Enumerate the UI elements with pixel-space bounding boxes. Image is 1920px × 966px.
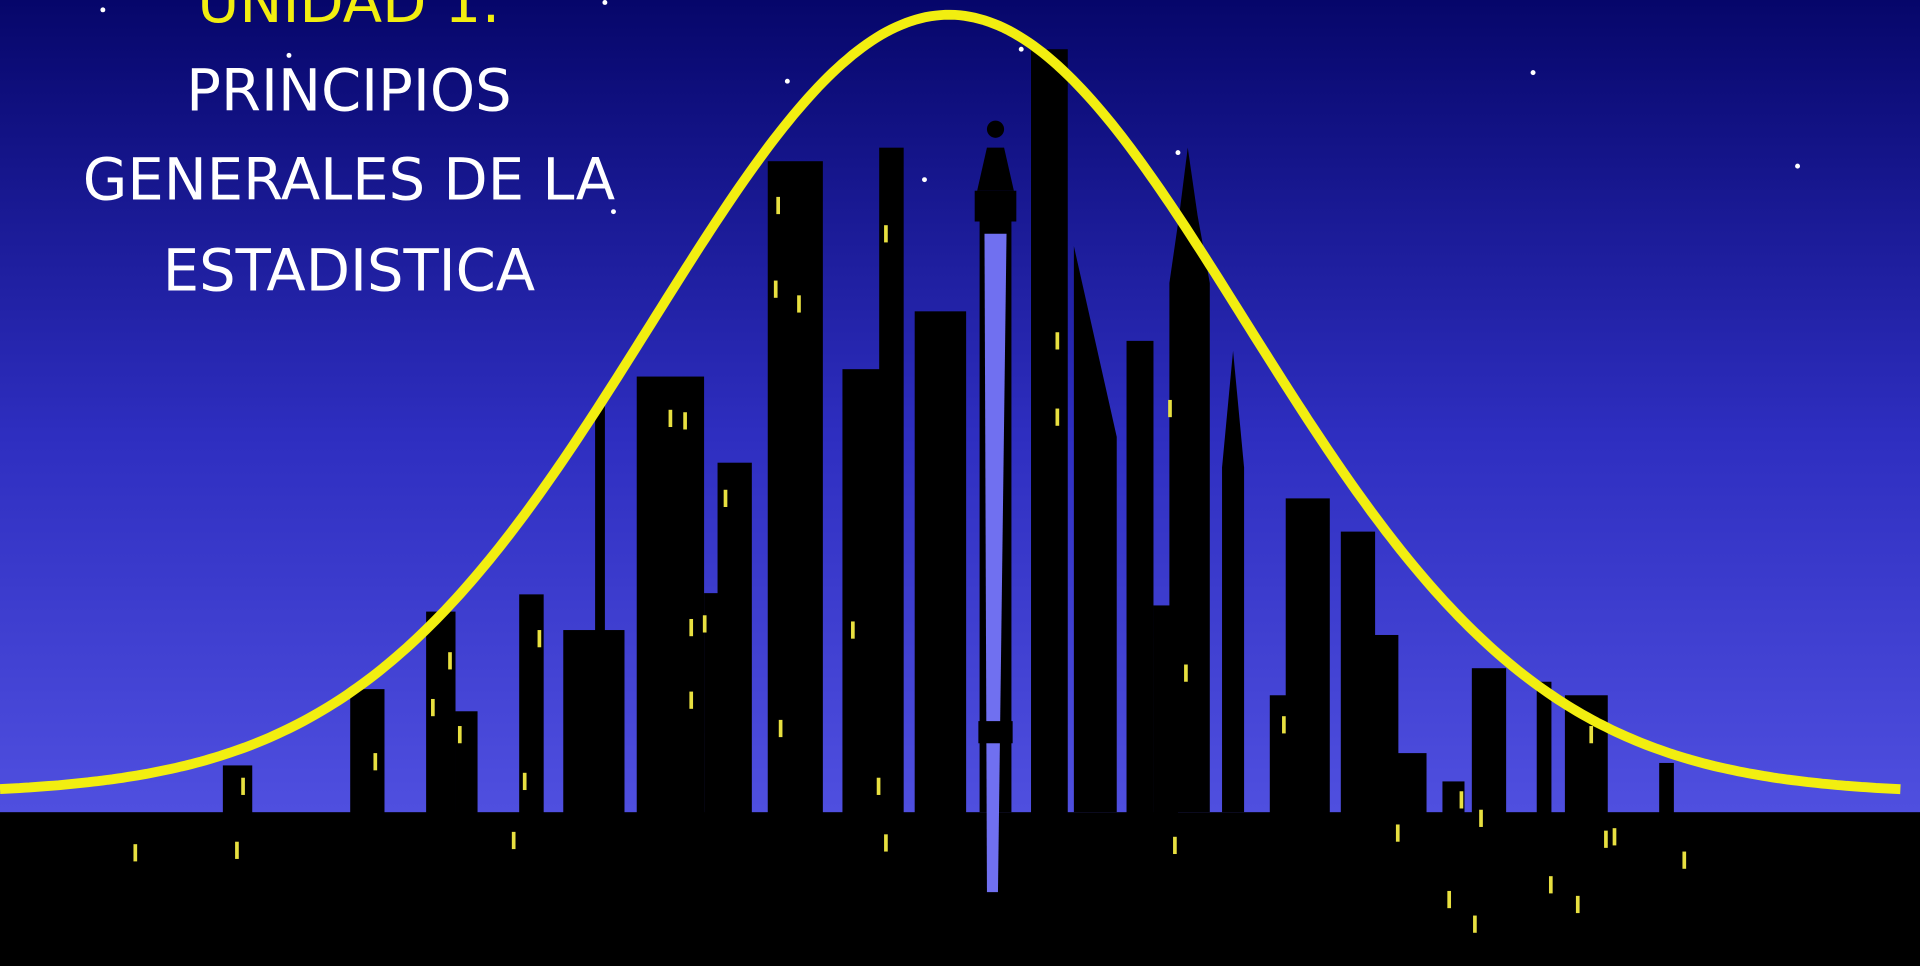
- star: [1018, 46, 1024, 52]
- window: [241, 777, 245, 795]
- building: [717, 462, 752, 814]
- bell-curve: [0, 9, 1901, 795]
- window: [537, 630, 542, 648]
- skyline: [0, 49, 1920, 966]
- window: [431, 698, 435, 717]
- window: [776, 196, 780, 215]
- window: [1589, 726, 1594, 744]
- building: [426, 611, 456, 814]
- building: [350, 689, 385, 814]
- star: [100, 7, 106, 13]
- tower-ring: [978, 721, 1013, 744]
- window: [797, 295, 801, 313]
- window: [1282, 716, 1286, 734]
- window: [1682, 851, 1687, 869]
- window: [457, 726, 462, 744]
- building: [914, 311, 967, 814]
- star: [1795, 163, 1800, 169]
- tower-top: [986, 120, 1005, 138]
- building: [636, 376, 705, 814]
- window: [1575, 895, 1580, 914]
- window: [1395, 824, 1400, 842]
- building: [1371, 634, 1399, 814]
- window: [1168, 399, 1172, 418]
- building: [842, 369, 886, 814]
- window: [884, 225, 888, 243]
- building: [1285, 498, 1330, 814]
- building: [1395, 753, 1427, 814]
- star: [922, 177, 927, 183]
- ground: [0, 812, 1920, 966]
- star: [602, 0, 608, 5]
- window: [689, 691, 694, 709]
- building: [1222, 350, 1245, 813]
- building: [1340, 531, 1376, 814]
- star: [611, 209, 616, 215]
- window: [689, 618, 694, 637]
- window: [884, 834, 888, 852]
- window: [1473, 915, 1477, 933]
- window: [876, 777, 881, 795]
- building: [519, 594, 544, 814]
- building: [1153, 605, 1178, 814]
- window: [851, 621, 855, 639]
- building: [1269, 695, 1289, 814]
- building: [879, 147, 904, 814]
- window: [683, 412, 687, 430]
- window: [1604, 830, 1608, 848]
- tower-top: [977, 147, 1014, 191]
- title-line: PRINCIPIOS: [186, 57, 511, 125]
- window: [448, 652, 452, 670]
- window: [1479, 809, 1483, 827]
- building: [595, 406, 605, 814]
- building: [1169, 147, 1210, 813]
- window: [235, 841, 239, 859]
- window: [522, 772, 527, 791]
- star: [784, 78, 790, 84]
- window: [723, 489, 728, 507]
- building: [563, 630, 625, 814]
- window: [511, 831, 516, 850]
- window: [1612, 828, 1617, 846]
- window: [773, 280, 778, 298]
- building: [767, 161, 823, 814]
- building: [1471, 668, 1507, 814]
- window: [668, 409, 673, 428]
- building: [1073, 246, 1117, 813]
- building: [1659, 762, 1674, 814]
- unit-title: UNIDAD 1:: [197, 0, 500, 36]
- window: [1173, 836, 1177, 855]
- title-line: GENERALES DE LA: [83, 145, 615, 213]
- window: [778, 719, 783, 738]
- star: [1175, 150, 1181, 156]
- star: [286, 52, 292, 58]
- windows: [133, 196, 1687, 933]
- window: [133, 844, 138, 862]
- window: [1459, 791, 1464, 809]
- building: [1442, 781, 1465, 814]
- window: [373, 753, 378, 771]
- window: [1447, 890, 1452, 909]
- window: [1055, 332, 1060, 350]
- building: [1031, 49, 1068, 814]
- building: [1126, 340, 1154, 814]
- window: [1548, 876, 1553, 894]
- tower-top: [974, 190, 1017, 222]
- title-line: ESTADISTICA: [163, 236, 535, 304]
- stars: [100, 0, 1800, 215]
- window: [1055, 408, 1060, 426]
- window: [1184, 664, 1188, 682]
- star: [217, 157, 223, 163]
- window: [702, 615, 707, 633]
- building: [1536, 681, 1552, 814]
- building: [222, 765, 253, 814]
- star: [1530, 70, 1536, 76]
